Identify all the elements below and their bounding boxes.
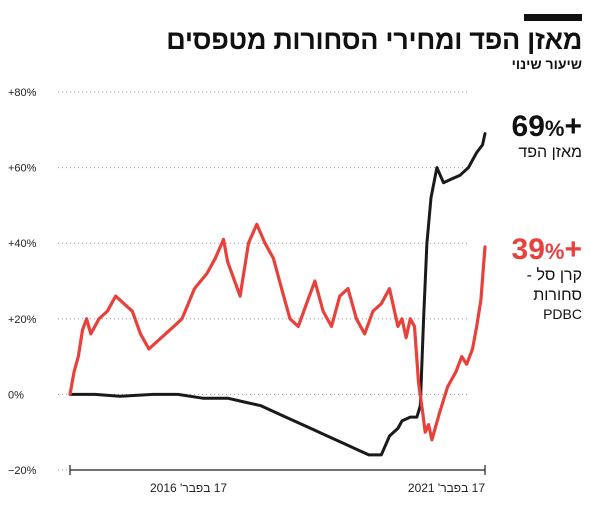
commodities-series-label-3: PDBC: [543, 305, 582, 322]
title-accent-bar: [524, 14, 582, 21]
fed-end-value: +69%: [512, 112, 582, 142]
commodities-end-value: +39%: [512, 235, 582, 265]
fed-end-label: +69% מאזן הפד: [512, 112, 582, 162]
commodities-end-label: +39% קרן סל - סחורות PDBC: [512, 235, 582, 323]
y-tick-label: +20%: [8, 314, 37, 326]
commodities-line: [68, 222, 487, 442]
y-tick-label: +40%: [8, 238, 37, 250]
y-tick-label: 0%: [8, 389, 24, 401]
commodities-end-value-number: +39: [511, 233, 582, 266]
x-tick-label: 17 בפבר' 2016: [150, 481, 227, 495]
commodities-series-label-2: סחורות: [533, 287, 582, 305]
y-tick-label: +80%: [8, 87, 37, 99]
x-tick-label: 17 בפבר' 2021: [408, 481, 485, 495]
chart-title: מאזן הפד ומחירי הסחורות מטפסים: [166, 25, 582, 55]
fed-series-label: מאזן הפד: [518, 144, 582, 161]
fed-end-value-number: +69: [511, 110, 582, 143]
y-tick-label: +60%: [8, 163, 37, 175]
fed-balance-line: [68, 132, 487, 457]
y-tick-label: −20%: [8, 465, 37, 477]
fed-end-value-pct: %: [544, 116, 565, 141]
commodities-series-label-1: קרן סל -: [526, 267, 582, 284]
commodities-end-value-pct: %: [544, 239, 565, 264]
chart-subtitle: שיעור שינוי: [511, 56, 582, 72]
